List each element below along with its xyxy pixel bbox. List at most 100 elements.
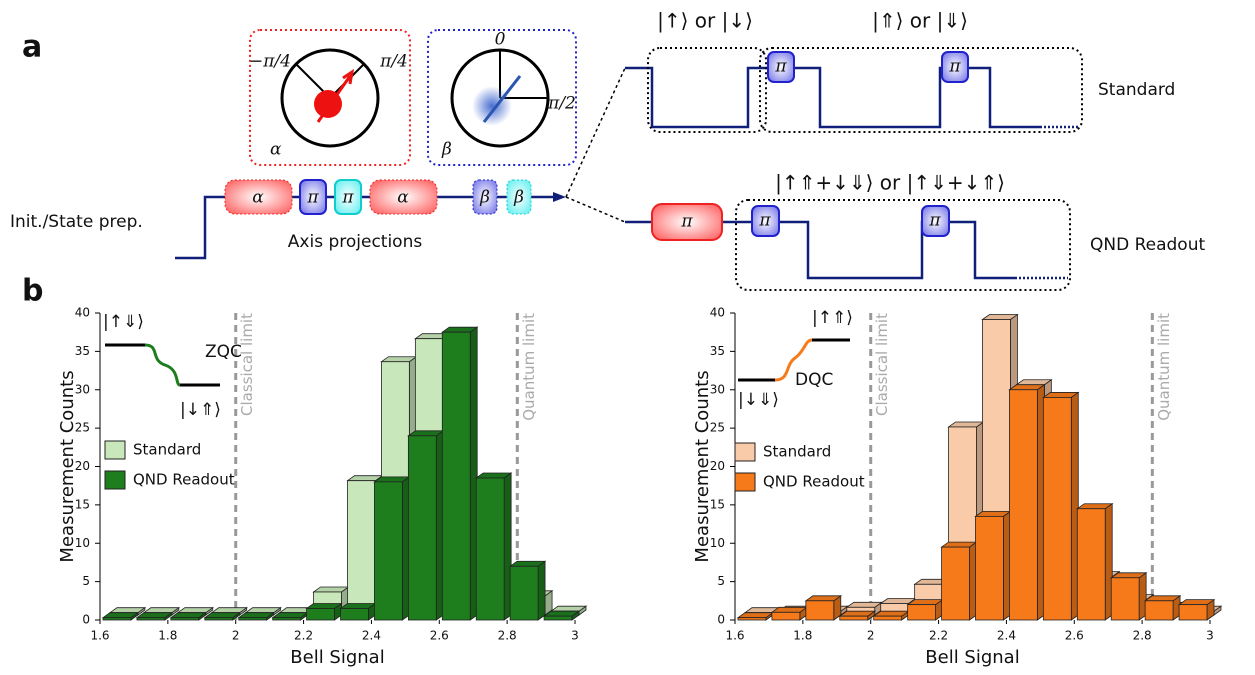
x-tick-label: 2 bbox=[867, 629, 875, 643]
inset-box bbox=[427, 29, 577, 166]
bar-front bbox=[204, 617, 234, 621]
bar-front bbox=[1042, 397, 1072, 621]
pulse-label: β bbox=[479, 188, 490, 208]
y-tick-label: 15 bbox=[75, 497, 90, 511]
x-tick-label: 2.2 bbox=[929, 629, 948, 643]
legend-label: QND Readout bbox=[133, 471, 235, 489]
y-tick-label: 30 bbox=[710, 382, 725, 396]
bar bbox=[1177, 598, 1216, 621]
legend-label: Standard bbox=[763, 443, 831, 461]
y-tick-label: 20 bbox=[710, 459, 725, 473]
x-tick-label: 1.8 bbox=[158, 629, 177, 643]
y-tick-label: 0 bbox=[717, 613, 725, 627]
bar bbox=[1008, 383, 1046, 621]
pulse-box bbox=[767, 51, 795, 83]
bar-front bbox=[907, 604, 936, 621]
bar bbox=[974, 510, 1012, 621]
limit-label: Classical limit bbox=[238, 313, 256, 416]
bar-front bbox=[441, 331, 471, 621]
bar bbox=[474, 472, 513, 621]
pulse-label: β bbox=[513, 188, 524, 208]
bar-front bbox=[407, 435, 437, 621]
bar-front bbox=[941, 546, 970, 621]
bar bbox=[940, 541, 978, 621]
bar bbox=[1143, 595, 1182, 621]
panel-label: a bbox=[22, 30, 42, 65]
x-tick-label: 3 bbox=[571, 629, 579, 643]
pulse-box bbox=[334, 179, 362, 215]
y-tick-label: 20 bbox=[75, 459, 90, 473]
x-tick-label: 2 bbox=[232, 629, 240, 643]
bar-front bbox=[475, 477, 505, 621]
caption: Axis projections bbox=[288, 232, 423, 252]
bar bbox=[872, 610, 910, 621]
pulse-box bbox=[299, 179, 327, 215]
x-tick-label: 3 bbox=[1206, 629, 1214, 643]
spin-blob bbox=[472, 86, 512, 126]
bar-front bbox=[771, 611, 801, 621]
bloch-circle bbox=[280, 48, 380, 148]
y-tick-label: 30 bbox=[75, 382, 90, 396]
annotation: ZQC bbox=[205, 342, 242, 362]
angle-label: −π/4 bbox=[249, 52, 291, 72]
panel-a: a Init./State prep. α π π α β β Axis pro… bbox=[10, 9, 1205, 309]
y-tick-label: 15 bbox=[710, 497, 725, 511]
x-tick-label: 2.8 bbox=[498, 629, 517, 643]
x-tick-label: 2.8 bbox=[1133, 629, 1152, 643]
bar bbox=[838, 610, 876, 621]
bar bbox=[542, 610, 581, 621]
arrow bbox=[553, 192, 566, 202]
limit-label: Quantum limit bbox=[1155, 313, 1173, 421]
bar-front bbox=[1009, 389, 1038, 621]
annotation: |↓⇑⟩ bbox=[180, 400, 221, 420]
pulse-box bbox=[506, 179, 532, 215]
bar bbox=[373, 476, 411, 621]
pulse-box bbox=[472, 179, 498, 215]
bar-front bbox=[102, 617, 132, 621]
y-tick-label: 25 bbox=[710, 421, 725, 435]
x-tick-label: 1.6 bbox=[725, 629, 744, 643]
bar-front bbox=[737, 617, 767, 621]
state-label: |⇑⟩ or |⇓⟩ bbox=[872, 9, 968, 33]
bar-front bbox=[975, 515, 1004, 621]
bar bbox=[770, 606, 809, 621]
bar bbox=[1109, 572, 1148, 621]
bar-front bbox=[873, 615, 903, 621]
bar-front bbox=[238, 617, 268, 621]
bar-front bbox=[805, 600, 835, 621]
pulse-label: π bbox=[680, 212, 693, 232]
pulse-label: π bbox=[758, 211, 771, 231]
inset-name: α bbox=[270, 140, 282, 160]
bar bbox=[169, 611, 208, 621]
spin-arrow bbox=[316, 68, 355, 123]
bar-front bbox=[374, 481, 403, 621]
legend-swatch bbox=[104, 470, 126, 490]
spin-arrow bbox=[482, 75, 522, 123]
y-tick-label: 35 bbox=[75, 344, 90, 358]
state-box bbox=[647, 47, 767, 133]
bar-front bbox=[1076, 508, 1106, 621]
bar-front bbox=[272, 617, 301, 621]
x-tick-label: 2.6 bbox=[1065, 629, 1084, 643]
bar-front bbox=[306, 608, 335, 621]
state-box bbox=[759, 47, 1083, 133]
bar-front bbox=[509, 565, 539, 621]
bar bbox=[135, 611, 174, 621]
limit-label: Quantum limit bbox=[520, 313, 538, 421]
pulse-box bbox=[369, 179, 438, 215]
state-label: |↑⟩ or |↓⟩ bbox=[657, 9, 753, 33]
inset-name: β bbox=[441, 140, 452, 160]
transition bbox=[774, 338, 813, 382]
angle-label: π/2 bbox=[547, 94, 576, 114]
legend-swatch bbox=[104, 440, 126, 460]
bar bbox=[407, 430, 445, 621]
pulse-label: α bbox=[397, 188, 409, 208]
legend-swatch bbox=[734, 442, 756, 462]
row-label: Standard bbox=[1098, 80, 1175, 100]
x-tick-label: 2.2 bbox=[294, 629, 313, 643]
transition bbox=[144, 343, 181, 387]
annotation: |↑⇓⟩ bbox=[103, 312, 144, 332]
pulse-label: α bbox=[252, 188, 264, 208]
bar bbox=[203, 611, 241, 621]
x-tick-label: 2.4 bbox=[997, 629, 1016, 643]
